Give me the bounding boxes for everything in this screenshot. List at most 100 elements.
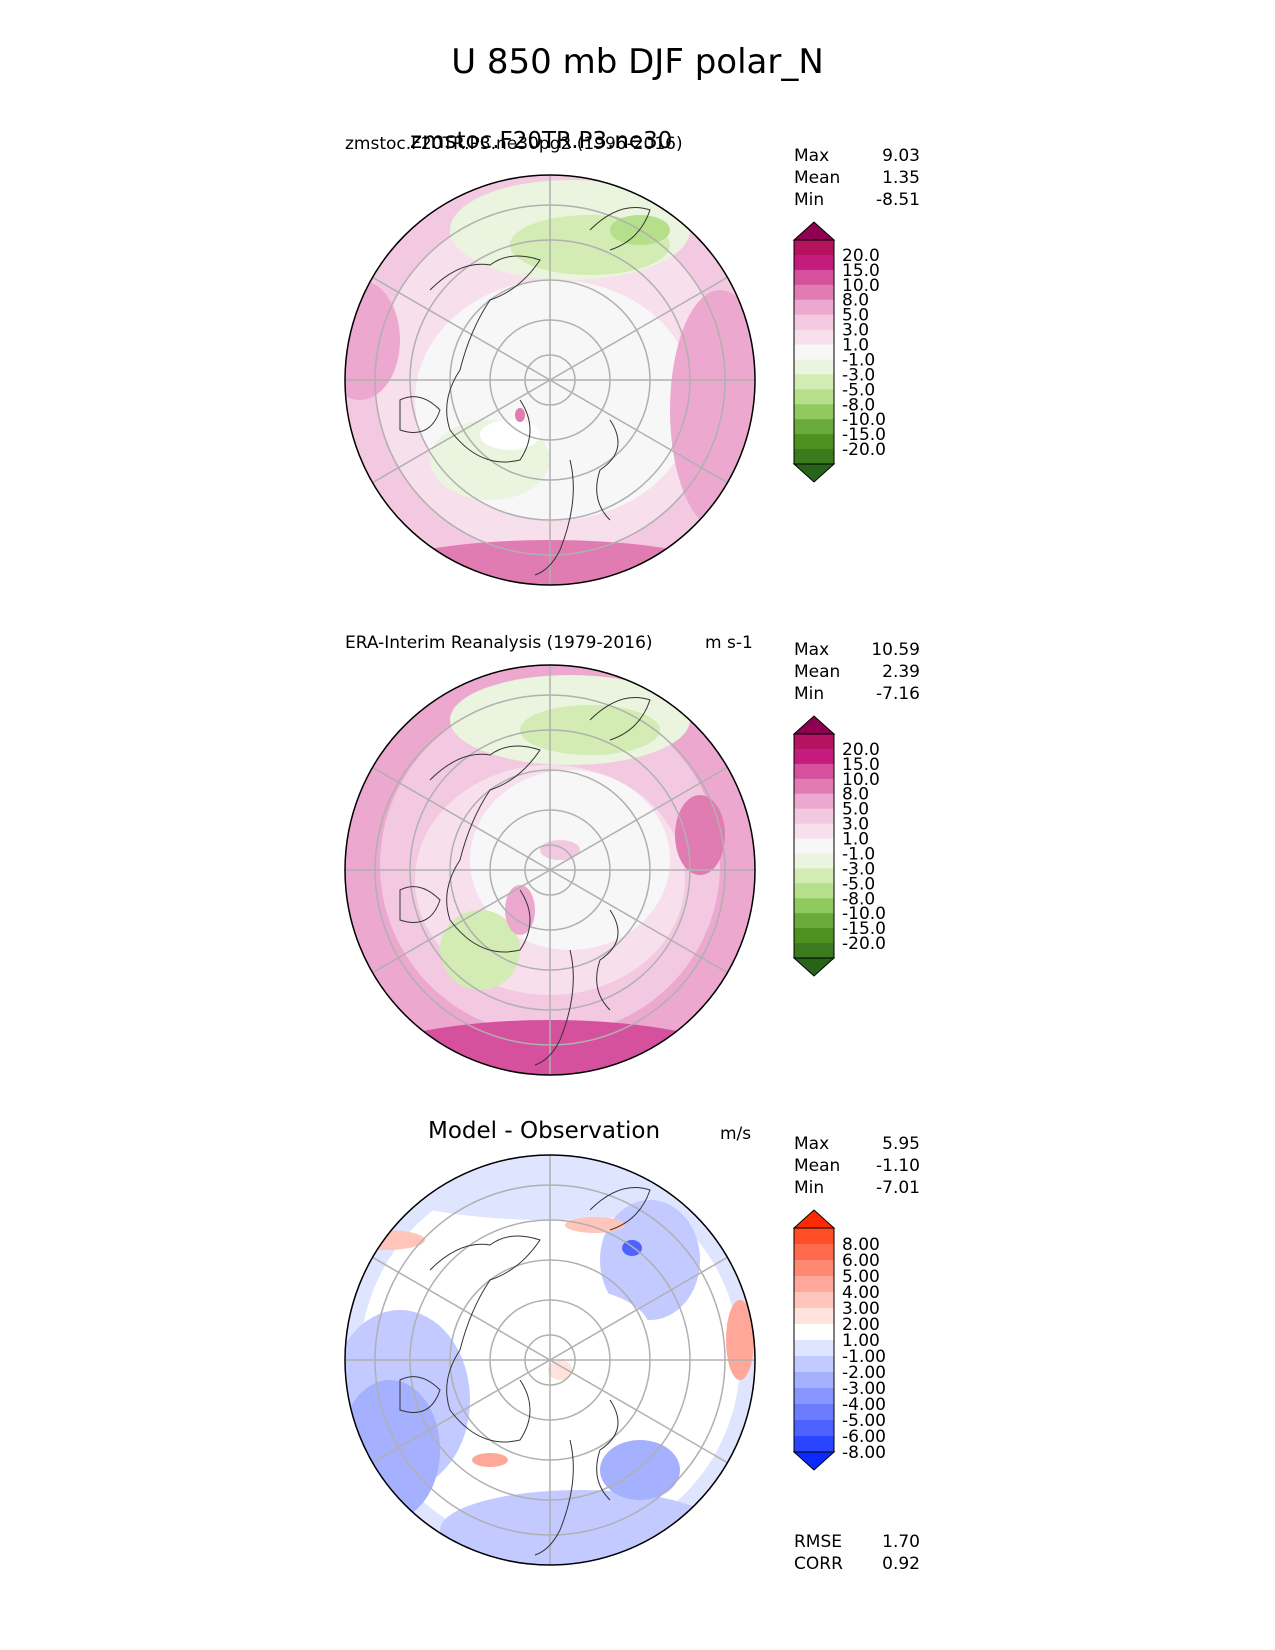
- figure-title: U 850 mb DJF polar_N: [451, 42, 824, 82]
- colorbar-tick-label: 6.00: [842, 1251, 880, 1271]
- colorbar-segment: [794, 823, 834, 840]
- colorbar-tick-label: 1.0: [842, 830, 869, 850]
- panel2-units: m s-1: [705, 633, 753, 653]
- colorbar-tick-label: -8.00: [842, 1443, 886, 1463]
- colorbar-tick-label: -8.0: [842, 395, 875, 415]
- colorbar-segment: [794, 928, 834, 944]
- colorbar-segment: [794, 1228, 834, 1245]
- panel1-min-value: -8.51: [876, 190, 920, 210]
- colorbar-tick-label: 4.00: [842, 1283, 880, 1303]
- colorbar-tick-label: 5.00: [842, 1267, 880, 1287]
- panel3-min-value: -7.01: [876, 1178, 920, 1198]
- colorbar-segment: [794, 329, 834, 346]
- colorbar-segment: [794, 240, 834, 256]
- colorbar-tick-label: -1.0: [842, 350, 875, 370]
- colorbar-segment: [794, 1244, 834, 1261]
- colorbar-tick-label: -3.0: [842, 859, 875, 879]
- colorbar-segment: [794, 853, 834, 869]
- colorbar-tick-label: 5.0: [842, 306, 869, 326]
- colorbar-segment: [794, 389, 834, 405]
- panel2-polar-map: [344, 664, 756, 1076]
- colorbar-tick-label: -1.00: [842, 1347, 886, 1367]
- rmse-label: RMSE: [794, 1532, 843, 1552]
- colorbar-segment: [794, 1276, 834, 1293]
- colorbar-segment: [794, 1420, 834, 1437]
- colorbar-tick-label: 5.0: [842, 800, 869, 820]
- colorbar-segment: [794, 1340, 834, 1357]
- panel3-max-value: 5.95: [882, 1134, 920, 1154]
- colorbar-tick-label: -2.00: [842, 1363, 886, 1383]
- colorbar-segment: [794, 898, 834, 914]
- colorbar-tick-label: -10.0: [842, 904, 886, 924]
- colorbar-top-cap: [792, 221, 836, 241]
- colorbar-frame: [793, 733, 835, 959]
- colorbar-tick-label: 8.0: [842, 785, 869, 805]
- colorbar-segment: [794, 344, 834, 360]
- panel3-title: Model - Observation: [428, 1118, 661, 1144]
- colorbar-tick-label: 10.0: [842, 770, 880, 790]
- colorbar-tick-label: -10.0: [842, 410, 886, 430]
- colorbar-top-cap: [792, 715, 836, 735]
- colorbar-segment: [794, 748, 834, 765]
- colorbar-segment: [794, 1292, 834, 1309]
- colorbar-tick-label: -1.0: [842, 844, 875, 864]
- panel1-max-label: Max: [794, 146, 830, 166]
- panel2-min-value: -7.16: [876, 684, 920, 704]
- panel1-colorbar: 20.015.010.08.05.03.01.0-1.0-3.0-5.0-8.0…: [792, 221, 886, 483]
- colorbar-tick-label: 2.00: [842, 1315, 880, 1335]
- panel1-title-overlap-a: zmstoc.F20TR.P3.ne30: [410, 128, 673, 154]
- colorbar-segment: [794, 1308, 834, 1325]
- colorbar-segment: [794, 763, 834, 780]
- colorbar-tick-label: 1.00: [842, 1331, 880, 1351]
- panel2-max-value: 10.59: [871, 640, 920, 660]
- colorbar-tick-label: 3.0: [842, 321, 869, 341]
- colorbar-segment: [794, 434, 834, 450]
- panel2-mean-value: 2.39: [882, 662, 920, 682]
- colorbar-segment: [794, 808, 834, 825]
- colorbar-tick-label: 3.0: [842, 815, 869, 835]
- panel2-mean-label: Mean: [794, 662, 841, 682]
- colorbar-segment: [794, 1436, 834, 1453]
- colorbar-bottom-cap: [792, 1451, 836, 1471]
- colorbar-segment: [794, 793, 834, 810]
- panel1-max-value: 9.03: [882, 146, 920, 166]
- panel3-min-label: Min: [794, 1178, 825, 1198]
- colorbar-segment: [794, 1356, 834, 1373]
- colorbar-top-cap: [792, 1209, 836, 1229]
- colorbar-segment: [794, 374, 834, 390]
- panel1-min-label: Min: [794, 190, 825, 210]
- colorbar-segment: [794, 883, 834, 899]
- panel1-mean-value: 1.35: [882, 168, 920, 188]
- colorbar-tick-label: 8.0: [842, 291, 869, 311]
- colorbar-segment: [794, 943, 834, 959]
- colorbar-tick-label: -6.00: [842, 1427, 886, 1447]
- colorbar-segment: [794, 269, 834, 286]
- colorbar-tick-label: -20.0: [842, 934, 886, 954]
- colorbar-segment: [794, 254, 834, 271]
- colorbar-segment: [794, 314, 834, 331]
- colorbar-tick-label: 8.00: [842, 1235, 880, 1255]
- panel1-mean-label: Mean: [794, 168, 841, 188]
- colorbar-segment: [794, 1324, 834, 1341]
- panel2-colorbar: 20.015.010.08.05.03.01.0-1.0-3.0-5.0-8.0…: [792, 715, 886, 977]
- colorbar-segment: [794, 838, 834, 854]
- colorbar-segment: [794, 1388, 834, 1405]
- panel3-mean-value: -1.10: [876, 1156, 920, 1176]
- colorbar-tick-label: 15.0: [842, 261, 880, 281]
- colorbar-frame: [793, 239, 835, 465]
- colorbar-tick-label: 3.00: [842, 1299, 880, 1319]
- colorbar-tick-label: -8.0: [842, 889, 875, 909]
- colorbar-segment: [794, 419, 834, 435]
- colorbar-tick-label: 15.0: [842, 755, 880, 775]
- colorbar-tick-label: 20.0: [842, 740, 880, 760]
- colorbar-segment: [794, 359, 834, 375]
- colorbar-tick-label: -3.00: [842, 1379, 886, 1399]
- colorbar-segment: [794, 1404, 834, 1421]
- panel2-min-label: Min: [794, 684, 825, 704]
- colorbar-segment: [794, 1260, 834, 1277]
- corr-label: CORR: [794, 1554, 843, 1574]
- colorbar-frame: [793, 1227, 835, 1453]
- colorbar-tick-label: -5.00: [842, 1411, 886, 1431]
- colorbar-segment: [794, 404, 834, 420]
- colorbar-bottom-cap: [792, 957, 836, 977]
